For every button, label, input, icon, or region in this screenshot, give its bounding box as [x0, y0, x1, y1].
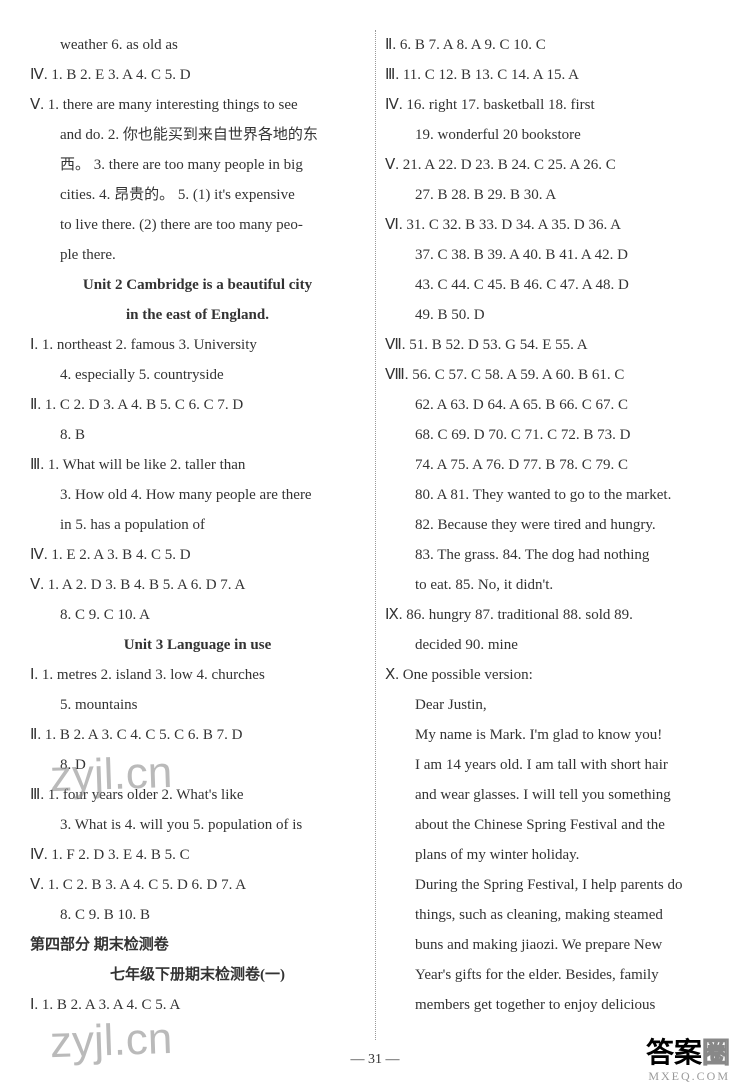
text-line: Unit 2 Cambridge is a beautiful city [30, 270, 365, 300]
text-line: Ⅴ. 21. A 22. D 23. B 24. C 25. A 26. C [385, 150, 720, 180]
text-line: 4. especially 5. countryside [30, 360, 365, 390]
text-line: Ⅴ. 1. C 2. B 3. A 4. C 5. D 6. D 7. A [30, 870, 365, 900]
text-line: and do. 2. 你也能买到来自世界各地的东 [30, 120, 365, 150]
text-line: 43. C 44. C 45. B 46. C 47. A 48. D [385, 270, 720, 300]
text-line: Year's gifts for the elder. Besides, fam… [385, 960, 720, 990]
text-line: 第四部分 期末检测卷 [30, 930, 365, 960]
text-line: 3. How old 4. How many people are there [30, 480, 365, 510]
text-line: Ⅲ. 11. C 12. B 13. C 14. A 15. A [385, 60, 720, 90]
text-line: Ⅶ. 51. B 52. D 53. G 54. E 55. A [385, 330, 720, 360]
text-line: 80. A 81. They wanted to go to the marke… [385, 480, 720, 510]
text-line: Ⅱ. 6. B 7. A 8. A 9. C 10. C [385, 30, 720, 60]
text-line: 82. Because they were tired and hungry. [385, 510, 720, 540]
text-line: 8. B [30, 420, 365, 450]
text-line: Ⅲ. 1. What will be like 2. taller than [30, 450, 365, 480]
text-line: 5. mountains [30, 690, 365, 720]
text-line: 68. C 69. D 70. C 71. C 72. B 73. D [385, 420, 720, 450]
mxe-label: MXEQ.COM [648, 1069, 730, 1084]
text-line: Unit 3 Language in use [30, 630, 365, 660]
text-line: Ⅴ. 1. A 2. D 3. B 4. B 5. A 6. D 7. A [30, 570, 365, 600]
text-line: in the east of England. [30, 300, 365, 330]
text-line: 8. D [30, 750, 365, 780]
text-line: Ⅰ. 1. metres 2. island 3. low 4. churche… [30, 660, 365, 690]
text-line: Ⅳ. 16. right 17. basketball 18. first [385, 90, 720, 120]
text-line: 74. A 75. A 76. D 77. B 78. C 79. C [385, 450, 720, 480]
text-line: Dear Justin, [385, 690, 720, 720]
text-line: Ⅳ. 1. B 2. E 3. A 4. C 5. D [30, 60, 365, 90]
text-line: Ⅰ. 1. northeast 2. famous 3. University [30, 330, 365, 360]
text-line: 西。 3. there are too many people in big [30, 150, 365, 180]
text-line: Ⅹ. One possible version: [385, 660, 720, 690]
text-line: Ⅷ. 56. C 57. C 58. A 59. A 60. B 61. C [385, 360, 720, 390]
document-page: weather 6. as old asⅣ. 1. B 2. E 3. A 4.… [0, 0, 750, 1060]
text-line: 27. B 28. B 29. B 30. A [385, 180, 720, 210]
text-line: 83. The grass. 84. The dog had nothing [385, 540, 720, 570]
answer-badge: 答案圈 [646, 1031, 730, 1071]
badge-filled: 答案 [646, 1037, 702, 1068]
text-line: Ⅳ. 1. E 2. A 3. B 4. C 5. D [30, 540, 365, 570]
text-line: members get together to enjoy delicious [385, 990, 720, 1020]
text-line: 19. wonderful 20 bookstore [385, 120, 720, 150]
text-line: about the Chinese Spring Festival and th… [385, 810, 720, 840]
text-line: to live there. (2) there are too many pe… [30, 210, 365, 240]
text-line: to eat. 85. No, it didn't. [385, 570, 720, 600]
text-line: Ⅸ. 86. hungry 87. traditional 88. sold 8… [385, 600, 720, 630]
text-line: Ⅰ. 1. B 2. A 3. A 4. C 5. A [30, 990, 365, 1020]
page-footer: — 31 — [0, 1052, 750, 1068]
text-line: During the Spring Festival, I help paren… [385, 870, 720, 900]
text-line: Ⅴ. 1. there are many interesting things … [30, 90, 365, 120]
text-line: 七年级下册期末检测卷(一) [30, 960, 365, 990]
text-line: 37. C 38. B 39. A 40. B 41. A 42. D [385, 240, 720, 270]
text-line: Ⅳ. 1. F 2. D 3. E 4. B 5. C [30, 840, 365, 870]
text-line: Ⅱ. 1. C 2. D 3. A 4. B 5. C 6. C 7. D [30, 390, 365, 420]
text-line: buns and making jiaozi. We prepare New [385, 930, 720, 960]
text-line: Ⅵ. 31. C 32. B 33. D 34. A 35. D 36. A [385, 210, 720, 240]
text-line: decided 90. mine [385, 630, 720, 660]
text-line: in 5. has a population of [30, 510, 365, 540]
text-line: 8. C 9. C 10. A [30, 600, 365, 630]
text-line: and wear glasses. I will tell you someth… [385, 780, 720, 810]
text-line: 49. B 50. D [385, 300, 720, 330]
text-line: 3. What is 4. will you 5. population of … [30, 810, 365, 840]
text-line: weather 6. as old as [30, 30, 365, 60]
text-line: My name is Mark. I'm glad to know you! [385, 720, 720, 750]
text-line: things, such as cleaning, making steamed [385, 900, 720, 930]
text-line: Ⅲ. 1. four years older 2. What's like [30, 780, 365, 810]
text-line: Ⅱ. 1. B 2. A 3. C 4. C 5. C 6. B 7. D [30, 720, 365, 750]
text-line: ple there. [30, 240, 365, 270]
text-line: cities. 4. 昂贵的。 5. (1) it's expensive [30, 180, 365, 210]
text-line: 62. A 63. D 64. A 65. B 66. C 67. C [385, 390, 720, 420]
text-line: plans of my winter holiday. [385, 840, 720, 870]
text-line: 8. C 9. B 10. B [30, 900, 365, 930]
badge-outline: 圈 [702, 1037, 730, 1068]
text-line: I am 14 years old. I am tall with short … [385, 750, 720, 780]
